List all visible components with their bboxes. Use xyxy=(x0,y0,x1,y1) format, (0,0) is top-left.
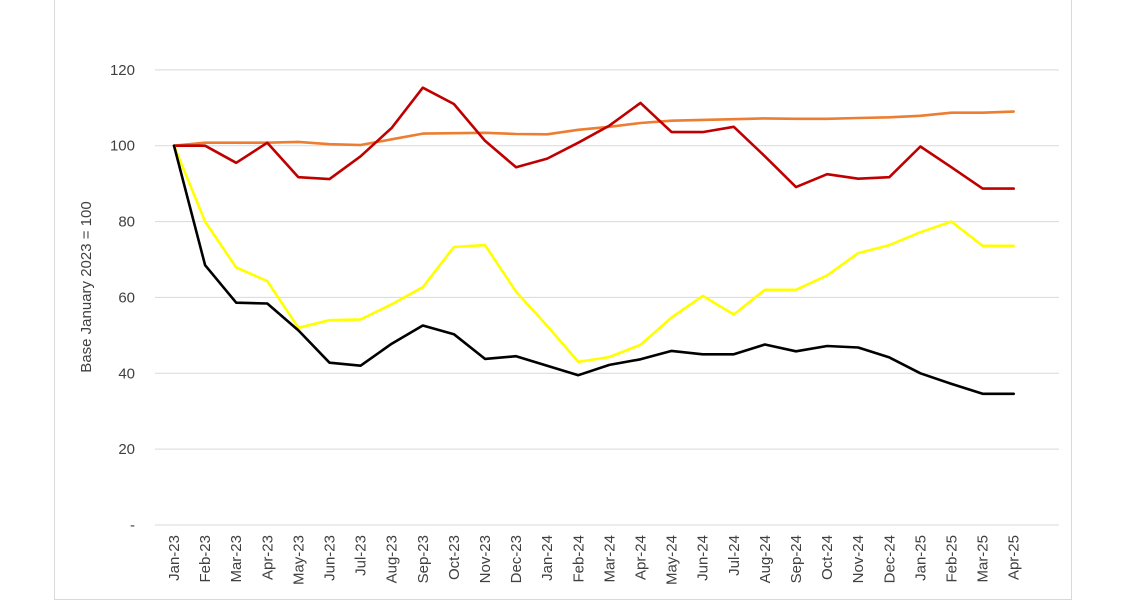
y-tick-label: 120 xyxy=(110,62,135,79)
x-tick-label: Jan-25 xyxy=(912,535,929,581)
x-tick-label: Jan-24 xyxy=(539,535,556,581)
x-tick-label: Jul-23 xyxy=(353,535,370,576)
x-tick-label: Apr-25 xyxy=(1006,535,1023,580)
x-tick-label: Dec-24 xyxy=(881,535,898,583)
x-tick-label: Apr-23 xyxy=(259,535,276,580)
series-line-3 xyxy=(172,144,1016,364)
series-line-2 xyxy=(172,86,1016,190)
x-tick-label: Feb-25 xyxy=(944,535,961,583)
y-tick-label: 140 xyxy=(110,0,135,3)
y-tick-label: 20 xyxy=(118,441,135,458)
x-tick-label: Aug-23 xyxy=(384,535,401,583)
x-tick-label: Sep-23 xyxy=(415,535,432,583)
x-axis-ticks: Jan-23 Feb-23 Mar-23 Apr-23 May-23 Jun-23 Jul-… xyxy=(166,535,1023,585)
x-tick-label: Jul-24 xyxy=(726,535,743,576)
y-tick-label: 100 xyxy=(110,138,135,155)
y-tick-label: 80 xyxy=(118,214,135,231)
x-tick-label: Nov-24 xyxy=(850,535,867,583)
x-tick-label: Oct-24 xyxy=(819,535,836,580)
x-tick-label: Nov-23 xyxy=(477,535,494,583)
x-tick-label: Jan-23 xyxy=(166,535,183,581)
series-line-1 xyxy=(172,110,1016,147)
x-tick-label: Mar-25 xyxy=(975,535,992,583)
x-tick-label: Mar-24 xyxy=(601,535,618,583)
x-tick-label: Feb-24 xyxy=(570,535,587,583)
line-chart: - 20 40 60 80 100 120 140 Jan-23 Feb-23 Mar-23 Apr… xyxy=(78,0,1059,585)
x-tick-label: Oct-23 xyxy=(446,535,463,580)
y-tick-label: 60 xyxy=(118,289,135,306)
y-axis-title: Base January 2023 = 100 xyxy=(78,201,95,372)
y-tick-label: - xyxy=(130,517,135,534)
gridlines xyxy=(155,69,1059,450)
x-tick-label: May-23 xyxy=(290,535,307,585)
x-tick-label: Jun-24 xyxy=(695,535,712,581)
x-tick-label: Jun-23 xyxy=(322,535,339,581)
x-tick-label: May-24 xyxy=(664,535,681,585)
series-lines xyxy=(172,86,1016,396)
series-line-4 xyxy=(172,144,1016,396)
x-tick-label: Mar-23 xyxy=(228,535,245,583)
x-tick-label: Feb-23 xyxy=(197,535,214,583)
y-tick-label: 40 xyxy=(118,365,135,382)
y-axis-ticks: - 20 40 60 80 100 120 140 xyxy=(110,0,135,534)
chart-frame: - 20 40 60 80 100 120 140 Jan-23 Feb-23 Mar-23 Apr… xyxy=(54,0,1072,600)
x-tick-label: Dec-23 xyxy=(508,535,525,583)
x-tick-label: Aug-24 xyxy=(757,535,774,583)
x-tick-label: Sep-24 xyxy=(788,535,805,583)
x-tick-label: Apr-24 xyxy=(633,535,650,580)
